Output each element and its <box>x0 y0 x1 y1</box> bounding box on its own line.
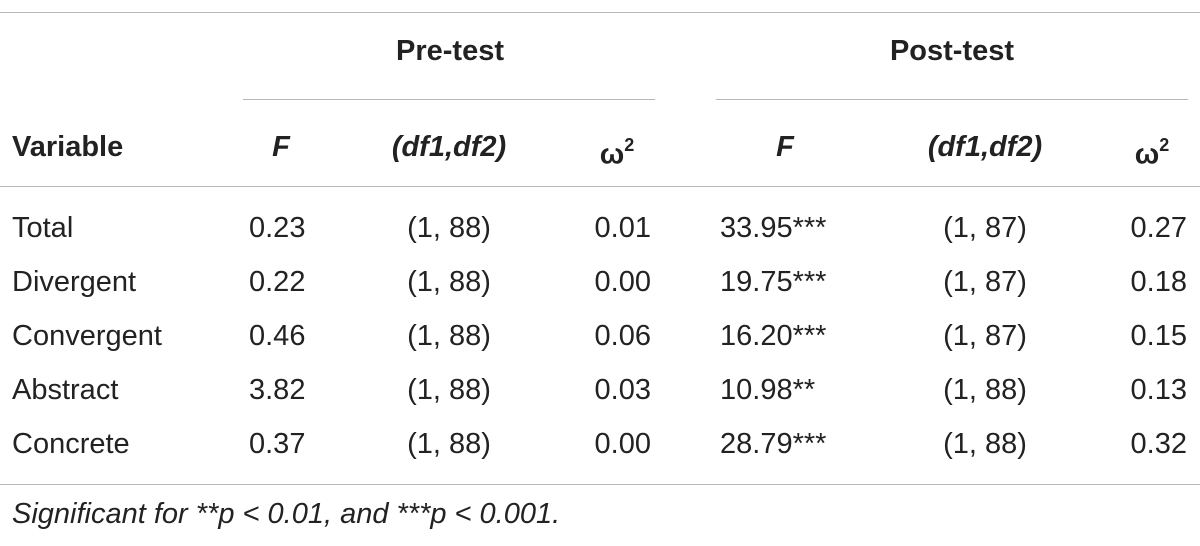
group-header-post-test: Post-test <box>889 35 1015 67</box>
cell-post-omega: 0.13 <box>1130 374 1187 406</box>
cell-post-df: (1, 88) <box>943 374 1027 406</box>
col-header-post-f: F <box>776 131 794 163</box>
post-test-group-rule <box>716 99 1188 100</box>
cell-pre-omega: 0.06 <box>594 320 651 352</box>
pre-test-group-rule <box>243 99 655 100</box>
col-header-pre-f: F <box>272 131 290 163</box>
cell-post-omega: 0.27 <box>1130 212 1187 244</box>
row-variable: Divergent <box>12 266 137 298</box>
cell-post-f: 28.79*** <box>720 428 827 460</box>
row-variable: Concrete <box>12 428 130 460</box>
cell-pre-f: 0.23 <box>249 212 306 244</box>
cell-pre-omega: 0.00 <box>594 428 651 460</box>
cell-post-f: 10.98** <box>720 374 816 406</box>
cell-pre-f: 0.46 <box>249 320 306 352</box>
row-variable: Abstract <box>12 374 119 406</box>
col-header-post-omega: ω2 <box>1134 135 1170 171</box>
cell-pre-f: 0.22 <box>249 266 306 298</box>
cell-pre-df: (1, 88) <box>407 212 491 244</box>
cell-pre-df: (1, 88) <box>407 266 491 298</box>
cell-post-df: (1, 87) <box>943 212 1027 244</box>
cell-post-df: (1, 87) <box>943 266 1027 298</box>
cell-post-f: 33.95*** <box>720 212 827 244</box>
cell-post-df: (1, 88) <box>943 428 1027 460</box>
bottom-rule <box>0 484 1200 485</box>
col-header-variable: Variable <box>12 131 124 163</box>
cell-post-omega: 0.32 <box>1130 428 1187 460</box>
cell-pre-f: 0.37 <box>249 428 306 460</box>
row-variable: Total <box>12 212 74 244</box>
header-rule <box>0 186 1200 187</box>
table-footnote: Significant for **p < 0.01, and ***p < 0… <box>12 498 561 530</box>
cell-post-omega: 0.18 <box>1130 266 1187 298</box>
cell-post-f: 19.75*** <box>720 266 827 298</box>
cell-pre-df: (1, 88) <box>407 428 491 460</box>
cell-pre-f: 3.82 <box>249 374 306 406</box>
cell-pre-omega: 0.01 <box>594 212 651 244</box>
cell-pre-df: (1, 88) <box>407 320 491 352</box>
cell-pre-df: (1, 88) <box>407 374 491 406</box>
cell-post-f: 16.20*** <box>720 320 827 352</box>
cell-pre-omega: 0.03 <box>594 374 651 406</box>
cell-pre-omega: 0.00 <box>594 266 651 298</box>
col-header-pre-omega: ω2 <box>599 135 635 171</box>
col-header-pre-df: (df1,df2) <box>391 131 507 163</box>
cell-post-df: (1, 87) <box>943 320 1027 352</box>
cell-post-omega: 0.15 <box>1130 320 1187 352</box>
row-variable: Convergent <box>12 320 162 352</box>
col-header-post-df: (df1,df2) <box>927 131 1043 163</box>
group-header-pre-test: Pre-test <box>396 35 504 67</box>
top-rule <box>0 12 1200 13</box>
